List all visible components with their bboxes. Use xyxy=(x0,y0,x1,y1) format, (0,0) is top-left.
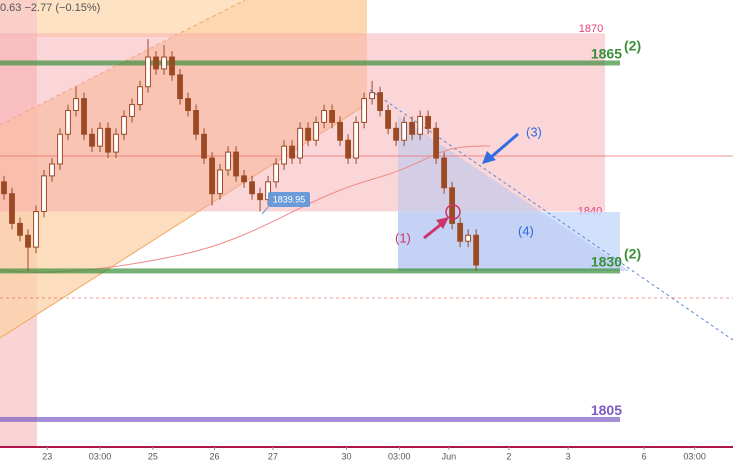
candle-body xyxy=(57,133,63,165)
price-label-box xyxy=(268,192,310,207)
candle-body xyxy=(241,175,247,183)
candle-body xyxy=(17,222,23,236)
candle-body xyxy=(217,169,223,195)
candle-body xyxy=(401,121,408,141)
candle-body xyxy=(113,133,119,153)
candle-body xyxy=(209,157,215,195)
candle-body xyxy=(273,163,279,183)
x-tick-label: 30 xyxy=(341,451,351,461)
x-tick-label: Jun xyxy=(442,451,457,461)
marker-circle xyxy=(445,204,461,220)
level-line xyxy=(0,60,620,66)
candle-body xyxy=(361,98,368,123)
candle-body xyxy=(41,175,47,213)
candle-body xyxy=(25,234,31,248)
candle-body xyxy=(417,115,424,135)
candle-body xyxy=(281,145,287,165)
candle-body xyxy=(185,98,191,112)
zone-label: 1870 xyxy=(579,23,603,35)
level-line xyxy=(0,416,620,422)
candle-body xyxy=(369,92,376,100)
level-label: 1830 xyxy=(591,254,622,270)
x-tick-label: 6 xyxy=(642,451,647,461)
candle-body xyxy=(49,163,55,177)
candle-body xyxy=(105,127,111,153)
candle-body xyxy=(321,110,327,123)
candle-body xyxy=(433,127,440,159)
candle-body xyxy=(377,92,384,112)
candle-body xyxy=(81,98,87,135)
level-label: 1865 xyxy=(591,46,622,62)
candle-body xyxy=(177,74,183,100)
x-tick-label: 03:00 xyxy=(388,451,411,461)
level-note: (2) xyxy=(624,246,641,262)
triangle xyxy=(398,116,630,271)
candle-body xyxy=(249,181,255,195)
x-tick-label: 03:00 xyxy=(89,451,112,461)
level-note: (2) xyxy=(624,38,641,54)
x-tick-label: 26 xyxy=(209,451,219,461)
candle-body xyxy=(329,110,335,123)
annotation: (4) xyxy=(518,223,534,238)
candle-body xyxy=(153,56,159,70)
arrow-head xyxy=(482,151,496,164)
candle-body xyxy=(137,86,143,106)
price-label: 1839.95 xyxy=(273,194,306,204)
candle-body xyxy=(457,222,464,242)
arrow-head xyxy=(436,217,449,229)
price-label-pointer xyxy=(261,206,269,215)
annotation: (1) xyxy=(395,230,411,245)
channel-edge xyxy=(0,0,246,126)
candle-body xyxy=(89,133,95,147)
candle-body xyxy=(441,157,448,189)
channel-edge xyxy=(0,103,368,339)
level-label: 1805 xyxy=(591,402,622,418)
candle-body xyxy=(225,151,231,171)
x-tick-label: 25 xyxy=(148,451,158,461)
candle-body xyxy=(353,121,359,159)
annotation: (3) xyxy=(526,124,542,139)
candle-body xyxy=(465,234,472,242)
candle-body xyxy=(473,234,480,266)
candle-body xyxy=(345,139,351,159)
candle-body xyxy=(33,211,39,248)
candle-body xyxy=(313,121,319,141)
header-text: 0.63 −2.77 (−0.15%) xyxy=(0,2,100,14)
candle-body xyxy=(425,115,432,129)
candle-body xyxy=(121,115,127,135)
candle-body xyxy=(9,193,15,224)
candle-body xyxy=(393,127,400,141)
x-tick-label: 27 xyxy=(268,451,278,461)
x-tick-label: 03:00 xyxy=(683,451,706,461)
x-tick-label: 2 xyxy=(506,451,511,461)
candle-body xyxy=(337,121,343,141)
level-line xyxy=(0,268,620,274)
price-zone xyxy=(0,33,605,212)
candle-body xyxy=(97,127,103,147)
candle-body xyxy=(257,193,263,201)
candle-body xyxy=(233,151,239,177)
candle-body xyxy=(385,110,392,129)
candle-body xyxy=(297,127,303,159)
candle-body xyxy=(201,133,207,159)
candle-body xyxy=(1,181,7,195)
x-tick-label: 3 xyxy=(566,451,571,461)
candle-body xyxy=(145,56,151,88)
candle-body xyxy=(65,110,71,135)
candle-body xyxy=(161,56,167,70)
candle-body xyxy=(305,127,311,141)
candle-body xyxy=(73,98,79,112)
candle-body xyxy=(289,145,295,159)
x-tick-label: 23 xyxy=(42,451,52,461)
candle-body xyxy=(169,56,175,76)
candle-body xyxy=(409,121,416,135)
channel xyxy=(0,0,367,338)
candle-body xyxy=(129,104,135,117)
candle-body xyxy=(193,110,199,135)
arrow xyxy=(489,132,519,160)
